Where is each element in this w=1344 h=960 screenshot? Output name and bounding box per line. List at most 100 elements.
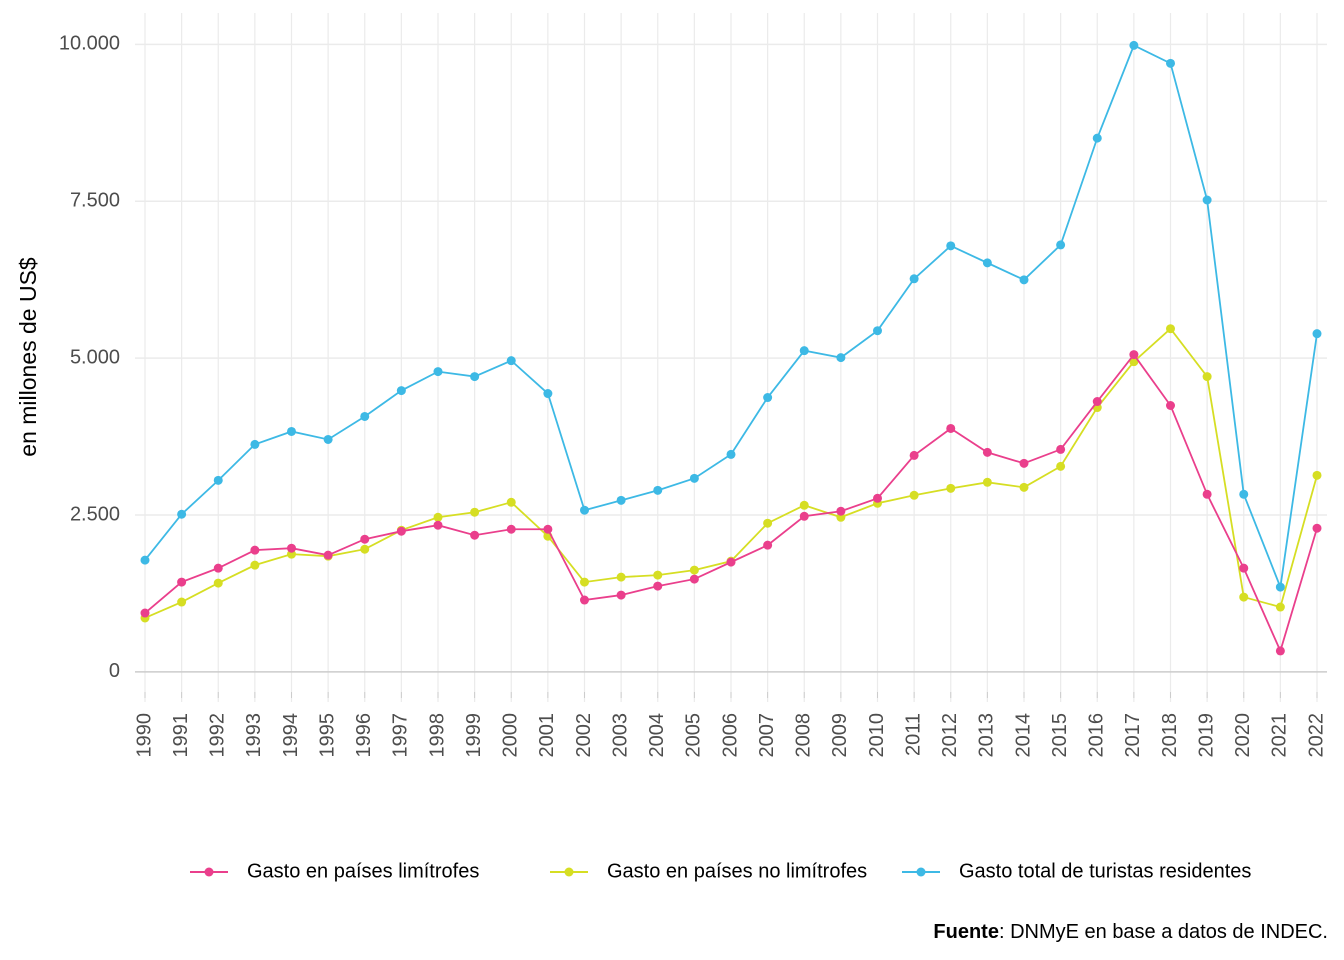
data-point: [287, 426, 296, 436]
data-point: [250, 560, 260, 570]
data-point: [177, 509, 187, 519]
data-point: [177, 577, 187, 587]
data-point: [470, 372, 480, 382]
data-point: [543, 389, 553, 399]
data-point: [653, 570, 663, 580]
data-point: [946, 241, 956, 251]
data-point: [982, 477, 992, 487]
legend-marker: [916, 867, 926, 877]
data-point: [1019, 275, 1029, 285]
y-tick-label: 10.000: [59, 33, 120, 55]
x-tick-label: 2011: [902, 713, 924, 756]
y-tick-label: 7.500: [70, 190, 120, 212]
data-point: [836, 506, 846, 516]
x-tick-label: 2001: [536, 713, 558, 758]
legend-item: Gasto en países limítrofes: [190, 860, 479, 882]
data-point: [763, 518, 773, 528]
data-point: [506, 356, 516, 366]
x-tick-label: 2014: [1012, 713, 1034, 758]
data-point: [506, 497, 516, 507]
data-point: [982, 447, 992, 457]
data-point: [140, 555, 150, 565]
data-point: [1092, 397, 1102, 407]
legend-label: Gasto en países no limítrofes: [607, 860, 867, 882]
x-tick-label: 2015: [1049, 713, 1071, 758]
data-point: [470, 507, 480, 517]
x-tick-label: 2019: [1195, 713, 1217, 758]
legend-marker: [204, 867, 214, 877]
x-tick-label: 1991: [170, 713, 192, 758]
data-point: [689, 565, 699, 575]
data-point: [323, 550, 333, 560]
x-tick-label: 1996: [353, 713, 375, 758]
data-point: [726, 557, 736, 567]
data-point: [1312, 470, 1322, 480]
legend-item: Gasto en países no limítrofes: [550, 860, 867, 882]
data-point: [580, 505, 589, 515]
data-point: [1239, 489, 1249, 499]
data-point: [287, 543, 296, 553]
data-point: [1019, 458, 1029, 468]
data-point: [616, 495, 626, 505]
x-tick-label: 2018: [1159, 713, 1181, 758]
x-tick-label: 2004: [646, 713, 668, 758]
data-point: [1056, 461, 1066, 471]
x-tick-label: 2008: [793, 713, 815, 758]
data-point: [982, 258, 992, 268]
x-tick-label: 1998: [426, 713, 448, 758]
data-point: [1312, 523, 1322, 533]
x-tick-label: 2007: [756, 713, 778, 758]
data-point: [946, 483, 956, 493]
legend-marker: [564, 867, 574, 877]
x-tick-label: 2005: [683, 713, 705, 758]
x-tick-label: 1990: [133, 713, 155, 758]
x-tick-label: 2013: [976, 713, 998, 758]
data-point: [1202, 489, 1212, 499]
data-point: [140, 608, 150, 618]
data-point: [799, 346, 809, 356]
data-point: [1275, 582, 1285, 592]
data-point: [946, 423, 956, 433]
x-tick-label: 1999: [463, 713, 485, 758]
data-point: [873, 326, 882, 336]
data-point: [763, 393, 773, 403]
data-point: [616, 590, 626, 600]
y-axis-title: en millones de US$: [15, 257, 41, 457]
data-point: [1312, 329, 1322, 339]
data-point: [1166, 401, 1175, 411]
x-tick-label: 1997: [390, 713, 412, 758]
data-point: [360, 534, 370, 544]
data-point: [1019, 482, 1029, 492]
data-point: [653, 485, 663, 495]
data-point: [250, 545, 260, 555]
data-point: [1202, 195, 1212, 205]
x-tick-label: 2000: [500, 713, 522, 758]
x-tick-label: 2003: [609, 713, 631, 758]
x-tick-label: 1992: [207, 713, 229, 758]
data-point: [909, 274, 919, 284]
data-point: [689, 473, 699, 483]
x-tick-label: 2002: [573, 713, 595, 758]
data-point: [1275, 646, 1285, 656]
data-point: [1239, 592, 1249, 602]
data-point: [396, 386, 406, 396]
y-tick-label: 2.500: [70, 503, 120, 525]
data-point: [543, 524, 553, 534]
data-point: [433, 520, 443, 530]
data-point: [433, 367, 443, 377]
data-point: [689, 574, 699, 584]
x-tick-label: 1995: [316, 713, 338, 758]
source: Fuente: DNMyE en base a datos de INDEC.: [933, 921, 1328, 943]
data-point: [1092, 133, 1102, 143]
source-label: Fuente: [933, 921, 999, 943]
data-point: [213, 578, 223, 588]
data-point: [616, 572, 626, 582]
data-point: [1166, 324, 1175, 334]
legend-label: Gasto total de turistas residentes: [959, 860, 1251, 882]
y-tick-label: 0: [109, 660, 120, 682]
data-point: [1056, 240, 1066, 250]
data-point: [726, 449, 736, 459]
data-point: [213, 475, 223, 485]
y-tick-label: 5.000: [70, 346, 120, 368]
data-point: [580, 577, 589, 587]
